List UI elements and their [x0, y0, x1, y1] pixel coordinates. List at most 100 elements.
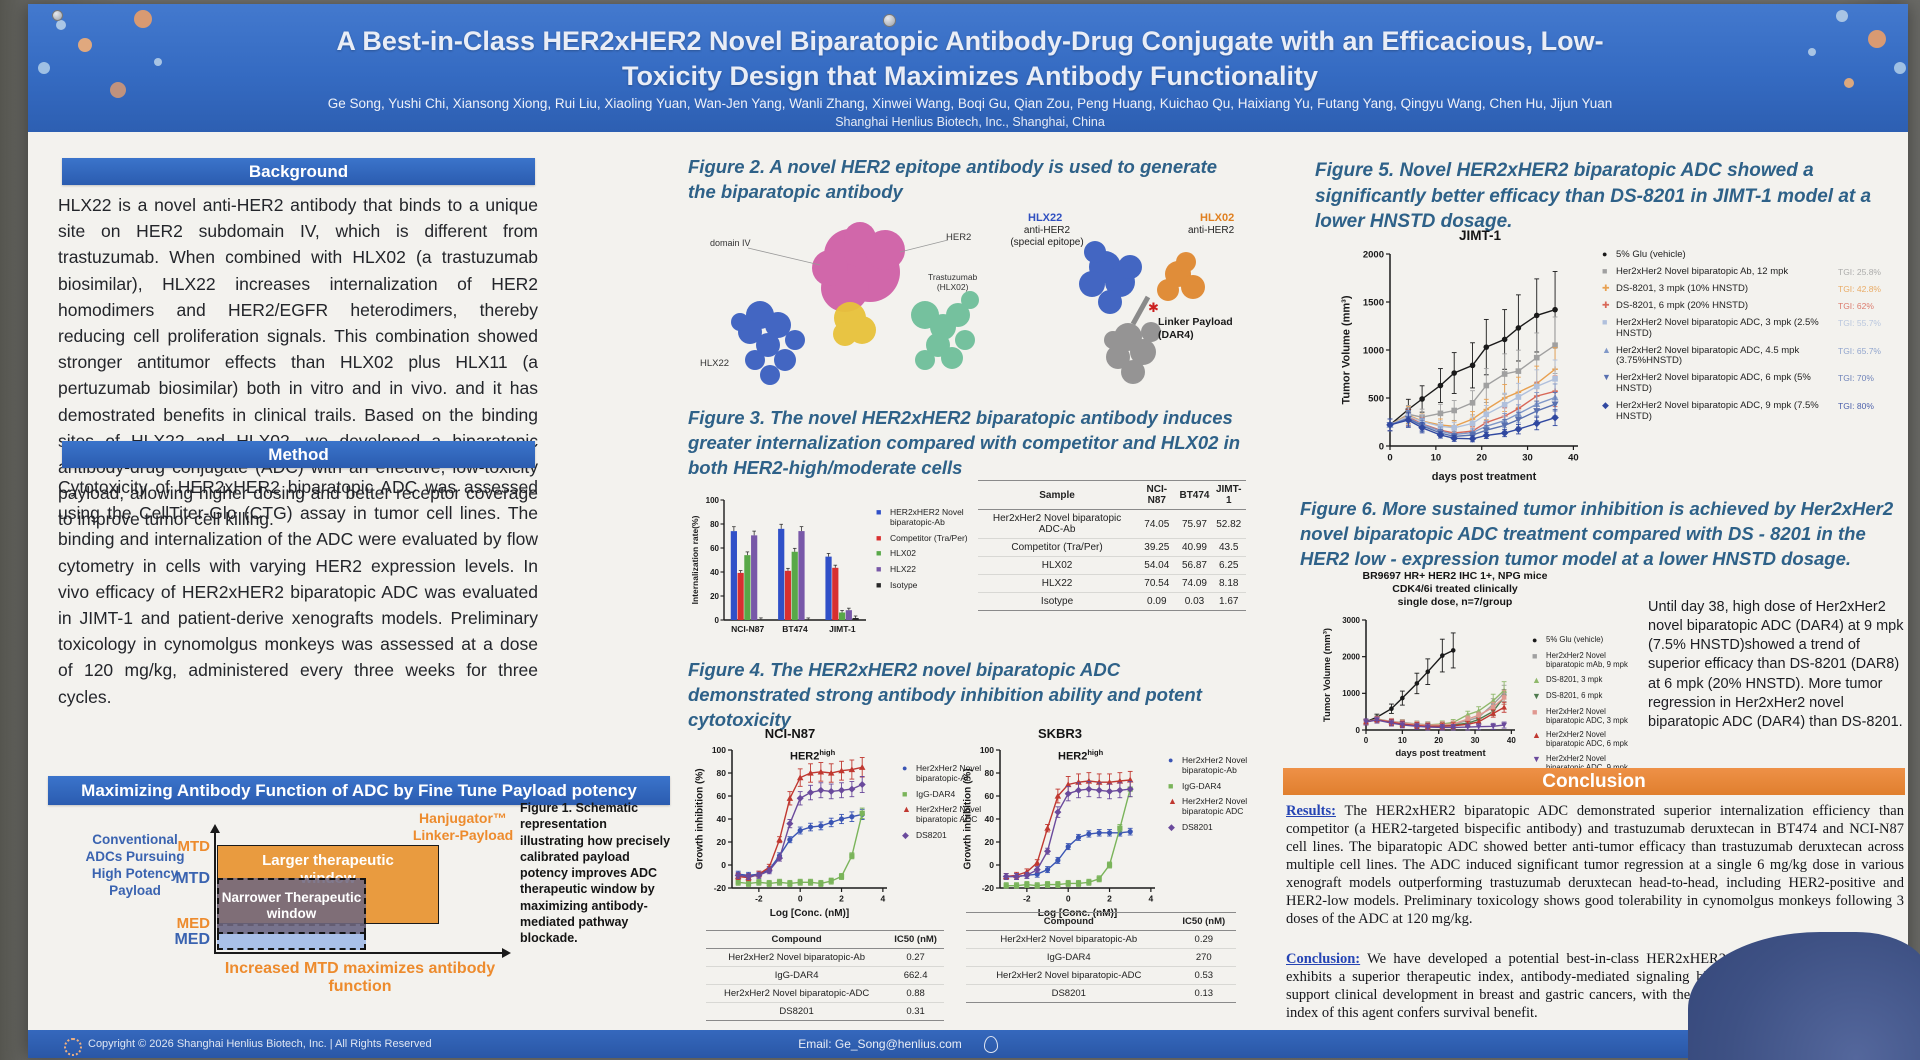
legend-marker-icon: ■	[876, 548, 882, 559]
table-cell: 0.03	[1177, 592, 1212, 611]
table-header: Sample	[978, 480, 1137, 510]
fig6-note: Until day 38, high dose of Her2xHer2 nov…	[1648, 599, 1904, 730]
fig2-hlx22-sub-label: anti-HER2 (special epitope)	[1010, 225, 1084, 248]
henlius-logo-icon	[64, 1038, 82, 1056]
fig1-y-arrowhead	[210, 824, 220, 833]
legend-item: ■ HER2xHER2 Novel biparatopic-Ab	[876, 507, 972, 528]
legend-label: Her2xHer2 Novel biparatopic-Ab	[916, 763, 982, 783]
table-row: Her2xHer2 Novel biparatopic ADC-Ab 74.05 7…	[978, 509, 1246, 539]
svg-text:40: 40	[1507, 736, 1516, 745]
svg-text:100: 100	[980, 745, 994, 755]
poster-title: A Best-in-Class HER2xHER2 Novel Biparato…	[336, 26, 1604, 92]
svg-text:40: 40	[985, 814, 995, 824]
svg-text:60: 60	[985, 791, 995, 801]
legend-label: Isotype	[890, 580, 918, 591]
legend-label: DS8201	[916, 829, 947, 840]
table-row: HLX22 70.54 74.09 8.18	[978, 574, 1246, 593]
fig1-conventional-adcs-label: Conventional ADCs Pursuing High Potency …	[85, 832, 185, 898]
svg-text:Tumor Volume (mm³): Tumor Volume (mm³)	[1322, 628, 1333, 722]
legend-marker-icon: ▼	[1532, 690, 1541, 701]
legend-label: Her2xHer2 Novel biparatopic ADC, 3 mpk	[1546, 706, 1628, 725]
legend-item: ● 5% Glu (vehicle)	[1602, 249, 1902, 261]
fig5-chart-title: JIMT-1	[1458, 228, 1501, 243]
svg-text:Internalization rate(%): Internalization rate(%)	[690, 515, 700, 604]
fig2-her2-label: HER2	[946, 232, 972, 243]
fig6-title: Figure 6. More sustained tumor inhibitio…	[1300, 498, 1894, 569]
svg-text:2: 2	[1107, 894, 1112, 904]
table-header: NCI-N87	[1136, 480, 1178, 510]
table-cell: 8.18	[1211, 574, 1246, 593]
svg-text:days post treatment: days post treatment	[1395, 748, 1486, 759]
conclusion-label: Conclusion:	[1286, 951, 1361, 967]
section-header-maximizing: Maximizing Antibody Function of ADC by F…	[48, 776, 670, 805]
legend-label: 5% Glu (vehicle)	[1546, 635, 1604, 644]
fig4-title: Figure 4. The HER2xHER2 novel biparatopi…	[688, 659, 1202, 730]
table-header: IC50 (nM)	[1171, 912, 1236, 931]
legend-label: Her2xHer2 Novel biparatopic ADC, 3 mpk (…	[1616, 316, 1819, 339]
legend-marker-icon: ●	[1168, 755, 1174, 765]
fig4-panel1-title: NCI-N87	[720, 726, 860, 741]
legend-item: ✚ DS-8201, 6 mpk (20% HNSTD) TGI: 62%	[1602, 299, 1902, 312]
legend-marker-icon: ■	[1532, 706, 1538, 717]
svg-text:BT474: BT474	[782, 624, 808, 634]
decor-dot	[38, 62, 50, 74]
table-cell: 40.99	[1177, 538, 1212, 557]
table-cell: Her2xHer2 Novel biparatopic-Ab	[706, 948, 888, 967]
svg-text:20: 20	[1476, 453, 1487, 464]
legend-marker-icon: ◆	[1602, 400, 1609, 411]
svg-text:40: 40	[717, 814, 727, 824]
poster-authors: Ge Song, Yushi Chi, Xiansong Xiong, Rui …	[327, 96, 1613, 111]
fig1-mtd-blue-label: MTD	[175, 870, 210, 887]
section-header-label: Conclusion	[1542, 770, 1646, 792]
svg-text:0: 0	[1356, 726, 1361, 735]
legend-marker-icon: ■	[1602, 316, 1608, 327]
svg-text:Growth inhibition (%): Growth inhibition (%)	[963, 768, 974, 869]
table-cell: Isotype	[978, 592, 1137, 611]
svg-text:80: 80	[710, 520, 719, 529]
legend-label: Her2xHer2 Novel biparatopic ADC, 9 mpk (…	[1616, 400, 1819, 423]
fig6-chart-title: BR9697 HR+ HER2 IHC 1+, NPG mice CDK4/6i…	[1362, 570, 1548, 609]
table-cell: DS8201	[706, 1002, 888, 1021]
legend-item: ■ Competitor (Tra/Per)	[876, 533, 972, 544]
tgi-annotation: TGI: 80%	[1838, 401, 1874, 412]
legend-item: ■ Her2xHer2 Novel biparatopic mAb, 9 mpk	[1532, 651, 1636, 670]
svg-text:40: 40	[710, 568, 719, 577]
svg-text:30: 30	[1522, 453, 1533, 464]
table-cell: 662.4	[887, 966, 944, 985]
legend-label: Her2xHer2 Novel biparatopic ADC, 9 mpk	[1546, 754, 1628, 772]
legend-label: Her2xHer2 Novel biparatopic ADC, 6 mpk	[1546, 730, 1628, 749]
legend-label: DS-8201, 6 mpk (20% HNSTD)	[1616, 299, 1748, 311]
data-table: Compound IC50 (nM) Her2xHer2 Novel biparat…	[966, 912, 1236, 1003]
fig4-panel2-title: SKBR3	[990, 726, 1130, 741]
table-header: Compound	[706, 930, 888, 949]
table-cell: IgG-DAR4	[966, 948, 1172, 967]
section-header-background: Background	[62, 158, 535, 185]
fig4-panel2-chart: -20 0 20 40 60 80 100 -2 0 2 4 Log [Conc. (nM)] Grow…	[960, 742, 1165, 920]
legend-label: IgG-DAR4	[916, 788, 956, 799]
legend-item: ▲ Her2xHer2 Novel biparatopic ADC	[902, 805, 1010, 825]
section-header-method: Method	[62, 441, 535, 468]
table-cell: 0.13	[1171, 984, 1236, 1003]
decor-dot	[1894, 62, 1906, 74]
fig2-payload-asterisk: ✱	[1148, 300, 1159, 315]
svg-text:500: 500	[1368, 393, 1384, 404]
svg-text:NCI-N87: NCI-N87	[731, 624, 764, 634]
table-row: Isotype 0.09 0.03 1.67	[978, 592, 1246, 611]
fig1-mtd-orange-label: MTD	[177, 838, 211, 855]
table-cell: 0.09	[1136, 592, 1178, 611]
svg-text:0: 0	[1379, 441, 1384, 452]
table-row: Her2xHer2 Novel biparatopic-ADC 0.53	[966, 966, 1236, 985]
svg-text:days post treatment: days post treatment	[1432, 471, 1537, 483]
table-header: Compound	[966, 912, 1172, 931]
table-row: IgG-DAR4 662.4	[706, 966, 944, 985]
fig1-x-arrowhead	[502, 948, 511, 958]
legend-marker-icon: ✚	[1602, 282, 1610, 293]
legend-marker-icon: ▲	[1168, 796, 1177, 807]
table-cell: 39.25	[1136, 538, 1178, 557]
table-row: Her2xHer2 Novel biparatopic-Ab 0.29	[966, 930, 1236, 949]
table-cell: Her2xHer2 Novel biparatopic-ADC	[706, 984, 888, 1003]
fig2-hlx22-blue-label: HLX22	[1028, 212, 1063, 224]
table-cell: 1.67	[1211, 592, 1246, 611]
svg-text:-2: -2	[1023, 894, 1031, 904]
legend-item: ■ Her2xHer2 Novel biparatopic Ab, 12 mpk T…	[1602, 266, 1902, 278]
